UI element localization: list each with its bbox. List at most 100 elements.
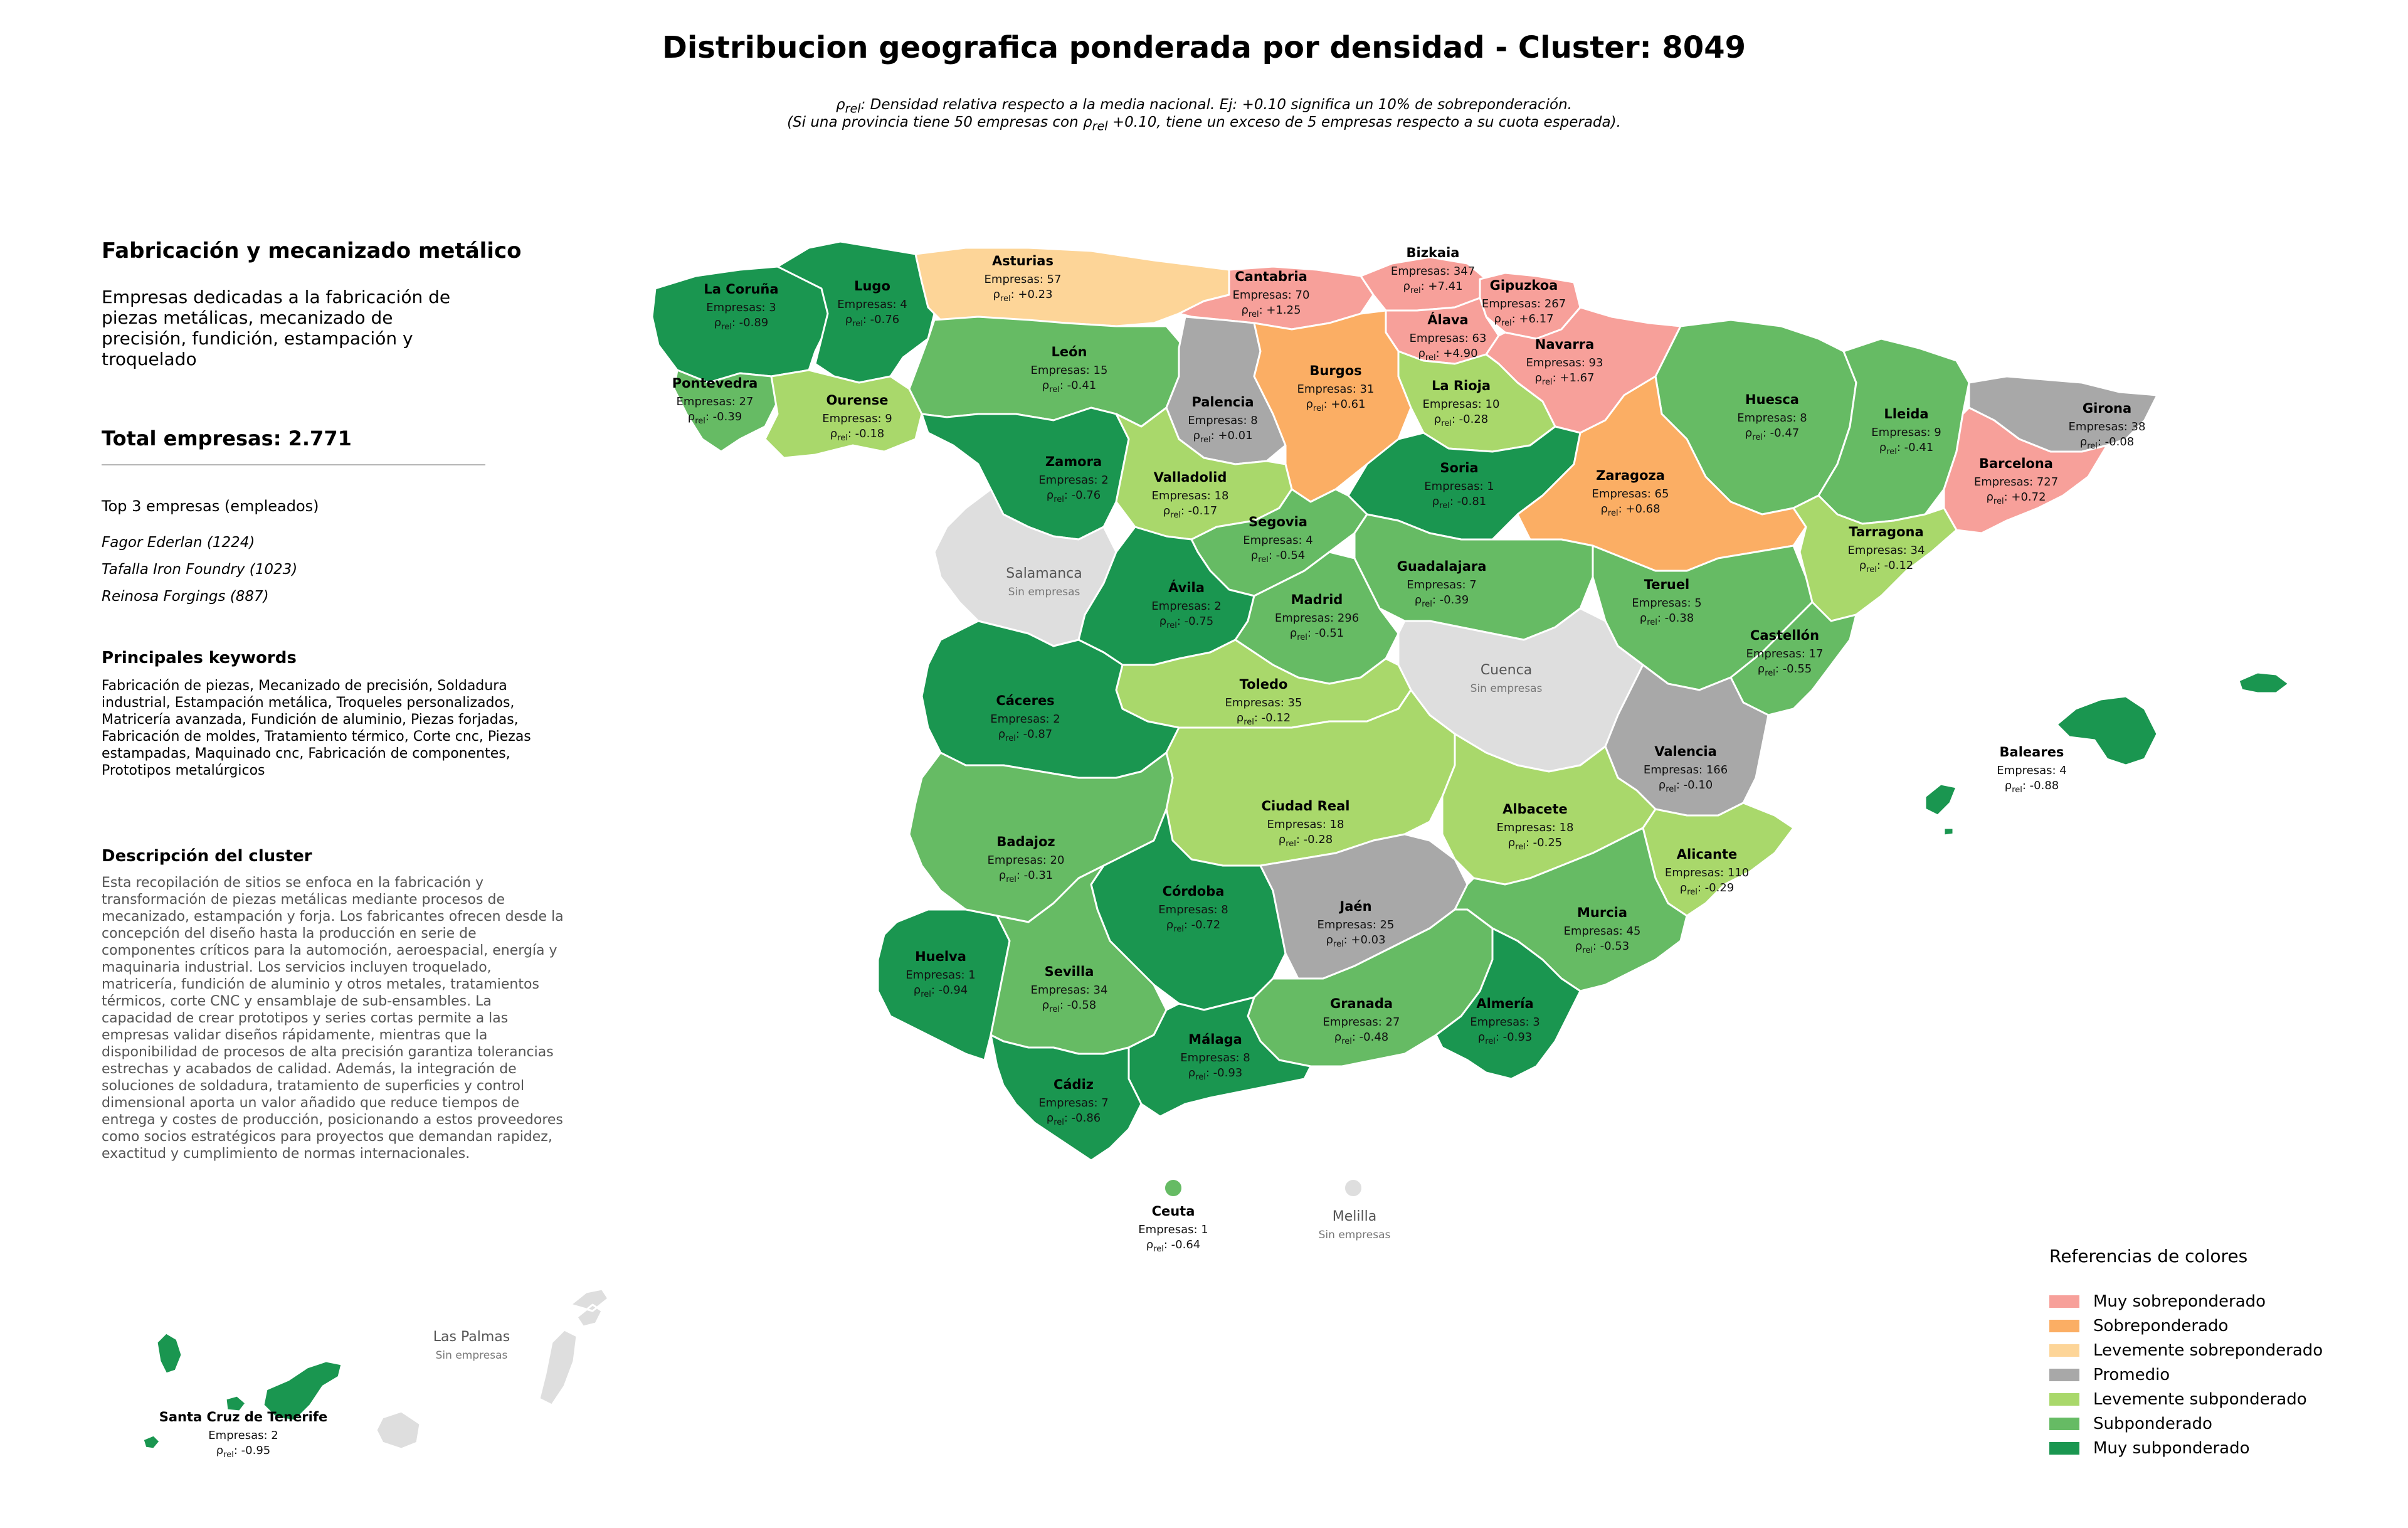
province-label-las-palmas: Las Palmas Sin empresas	[433, 1329, 510, 1362]
legend-item: Levemente sobreponderado	[2049, 1338, 2323, 1362]
legend-label: Levemente subponderado	[2093, 1389, 2307, 1409]
province-label-bizkaia: Bizkaia Empresas: 347 ρrel: +7.41	[1391, 245, 1475, 295]
province-rho: ρrel: -0.88	[2005, 779, 2059, 795]
province-name: Castellón	[1750, 628, 1819, 643]
province-name: Girona	[2083, 401, 2131, 416]
province-name: Burgos	[1309, 363, 1361, 378]
divider	[102, 464, 485, 465]
province-name: Pontevedra	[672, 376, 758, 391]
province-company-count: Empresas: 38	[2069, 420, 2146, 433]
province-company-count: Empresas: 9	[822, 412, 892, 425]
province-company-count: Empresas: 166	[1644, 763, 1728, 777]
province-company-count: Empresas: 27	[677, 395, 754, 408]
province-label-asturias: Asturias Empresas: 57 ρrel: +0.23	[985, 253, 1062, 304]
province-company-count: Empresas: 2	[1038, 474, 1108, 487]
sector-description: Empresas dedicadas a la fabricación de p…	[102, 287, 451, 369]
legend-item: Subponderado	[2049, 1411, 2323, 1436]
province-rho: ρrel: -0.10	[1659, 778, 1713, 794]
map-title: Distribucion geografica ponderada por de…	[662, 30, 1746, 65]
province-rho: ρrel: -0.58	[1042, 999, 1096, 1014]
subtitle-line-1-text: : Densidad relativa respecto a la media …	[860, 97, 1572, 113]
province-rho: ρrel: -0.89	[714, 316, 768, 332]
province-rho: ρrel: +6.17	[1494, 312, 1553, 328]
province-name: Toledo	[1240, 677, 1288, 692]
legend-item: Muy sobreponderado	[2049, 1289, 2323, 1313]
province-name: Ciudad Real	[1262, 798, 1350, 814]
province-company-count: Empresas: 347	[1391, 265, 1475, 278]
province-rho: ρrel: -0.47	[1745, 427, 1799, 442]
province-name: Lleida	[1884, 406, 1928, 422]
province-company-count: Empresas: 3	[706, 301, 776, 314]
province-cadiz	[990, 1034, 1143, 1162]
province-name: Melilla	[1333, 1209, 1376, 1224]
province-label-caceres: Cáceres Empresas: 2 ρrel: -0.87	[990, 693, 1060, 743]
rho-subscript: rel	[1092, 119, 1108, 134]
province-name: Asturias	[992, 253, 1054, 268]
province-rho: ρrel: -0.86	[1047, 1112, 1101, 1127]
province-name: Albacete	[1502, 802, 1568, 817]
province-rho: ρrel: -0.51	[1290, 627, 1344, 642]
province-name: Zaragoza	[1596, 468, 1665, 483]
province-label-toledo: Toledo Empresas: 35 ρrel: -0.12	[1225, 677, 1302, 727]
province-label-cadiz: Cádiz Empresas: 7 ρrel: -0.86	[1038, 1077, 1108, 1127]
color-legend: Referencias de colores Muy sobreponderad…	[2049, 1246, 2323, 1460]
province-rho: ρrel: +0.68	[1600, 502, 1660, 518]
province-company-count: Empresas: 4	[1997, 764, 2066, 777]
province-company-count: Empresas: 35	[1225, 696, 1302, 709]
province-label-almeria: Almería Empresas: 3 ρrel: -0.93	[1470, 996, 1539, 1046]
province-rho: ρrel: -0.94	[914, 984, 968, 999]
province-name: Salamanca	[1006, 566, 1082, 581]
province-rho: ρrel: +7.41	[1403, 280, 1462, 295]
province-barcelona	[1943, 406, 2108, 534]
province-rho: ρrel: -0.93	[1188, 1066, 1242, 1082]
province-label-cordoba: Córdoba Empresas: 8 ρrel: -0.72	[1158, 884, 1228, 934]
province-label-tarragona: Tarragona Empresas: 34 ρrel: -0.12	[1848, 524, 1925, 575]
province-almeria	[1435, 927, 1582, 1080]
province-name: Álava	[1427, 312, 1468, 327]
province-label-avila: Ávila Empresas: 2 ρrel: -0.75	[1151, 580, 1221, 630]
province-company-count: Empresas: 8	[1158, 903, 1228, 916]
province-label-palencia: Palencia Empresas: 8 ρrel: +0.01	[1188, 395, 1257, 445]
province-name: Barcelona	[1979, 456, 2053, 471]
keywords-text: Fabricación de piezas, Mecanizado de pre…	[102, 678, 531, 778]
province-name: Santa Cruz de Tenerife	[159, 1409, 328, 1425]
province-label-barcelona: Barcelona Empresas: 727 ρrel: +0.72	[1974, 456, 2058, 506]
province-company-count: Empresas: 5	[1632, 597, 1701, 610]
province-company-count: Empresas: 70	[1233, 289, 1310, 302]
subtitle-line-2-pre: (Si una provincia tiene 50 empresas con	[787, 114, 1083, 130]
province-company-count: Empresas: 65	[1592, 487, 1669, 501]
province-company-count: Empresas: 2	[1151, 600, 1221, 613]
province-company-count: Empresas: 7	[1038, 1096, 1108, 1110]
legend-swatch	[2049, 1368, 2079, 1381]
province-company-count: Empresas: 34	[1031, 984, 1108, 997]
province-label-badajoz: Badajoz Empresas: 20 ρrel: -0.31	[988, 834, 1065, 884]
legend-swatch	[2049, 1319, 2079, 1332]
province-company-count: Empresas: 15	[1031, 364, 1108, 377]
province-name: Tarragona	[1849, 524, 1923, 539]
province-rho: ρrel: +1.25	[1241, 304, 1301, 319]
province-pontevedra	[673, 369, 779, 453]
province-name: Murcia	[1577, 905, 1627, 920]
province-name: Las Palmas	[433, 1329, 510, 1345]
province-label-salamanca: Salamanca Sin empresas	[1006, 566, 1082, 598]
rho-symbol: ρ	[1082, 114, 1092, 130]
province-name: Madrid	[1291, 592, 1343, 607]
province-label-huesca: Huesca Empresas: 8 ρrel: -0.47	[1737, 392, 1807, 442]
province-rho: ρrel: +0.72	[1986, 491, 2046, 506]
top-company: Fagor Ederlan (1224)	[102, 534, 255, 551]
province-company-count: Empresas: 8	[1737, 411, 1807, 425]
province-company-count: Empresas: 4	[1243, 534, 1312, 547]
province-company-count: Empresas: 1	[1424, 480, 1494, 493]
province-label-lugo: Lugo Empresas: 4 ρrel: -0.76	[837, 279, 907, 329]
province-label-baleares: Baleares Empresas: 4 ρrel: -0.88	[1997, 745, 2066, 795]
province-rho: ρrel: -0.93	[1478, 1031, 1532, 1046]
legend-label: Promedio	[2093, 1365, 2170, 1384]
province-name: Soria	[1440, 460, 1478, 475]
legend-item: Levemente subponderado	[2049, 1387, 2323, 1411]
province-name: Alicante	[1677, 847, 1738, 862]
province-melilla	[1344, 1179, 1363, 1197]
province-label-alava: Álava Empresas: 63 ρrel: +4.90	[1410, 312, 1487, 363]
province-name: Teruel	[1644, 577, 1690, 592]
